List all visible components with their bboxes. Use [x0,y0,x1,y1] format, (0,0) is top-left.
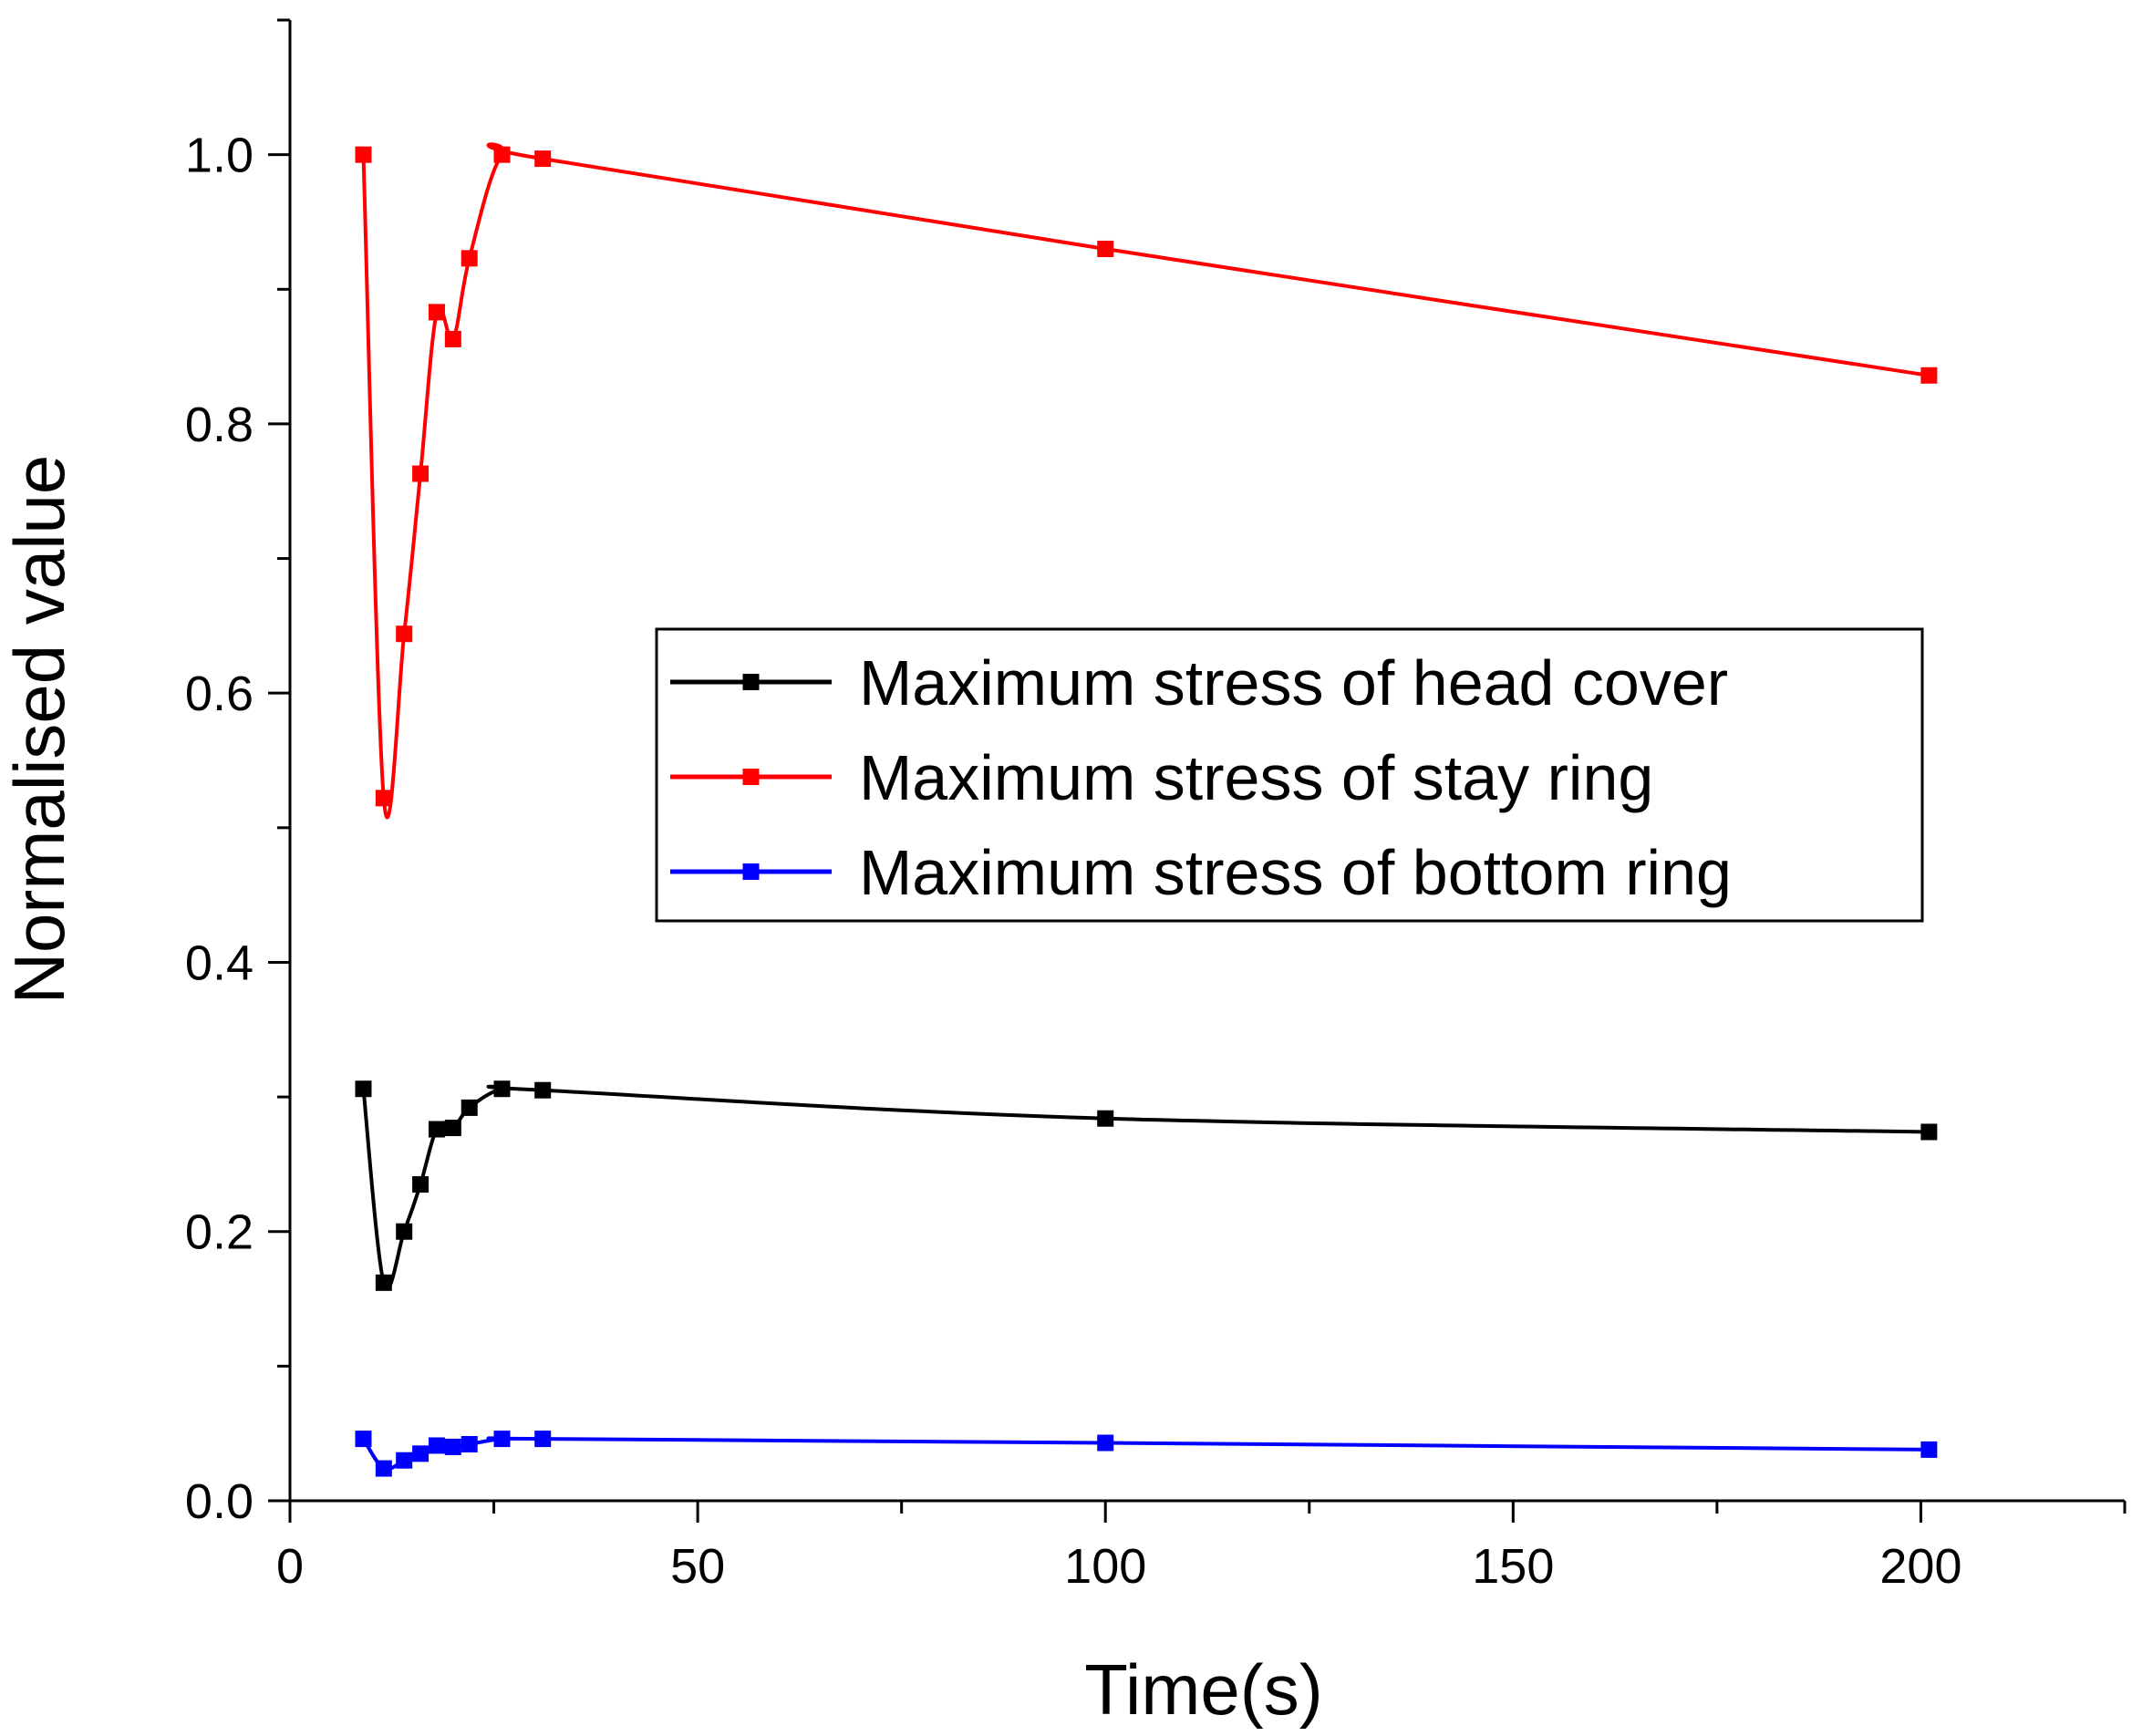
data-point-marker [412,1445,430,1462]
series-line [361,1436,1930,1472]
data-point-marker [534,1431,552,1448]
series-2 [355,142,1938,820]
legend-marker [742,863,760,880]
data-point-marker [461,1099,478,1116]
series-group [355,142,1938,1477]
data-point-marker [396,1223,413,1240]
legend-box [655,627,1924,923]
series-line [361,1084,1930,1290]
data-point-marker [444,330,461,347]
data-point-marker [355,146,372,163]
y-tick-label: 0.0 [185,1474,254,1529]
legend-label: Maximum stress of stay ring [859,742,1653,813]
y-tick-label: 0.4 [185,935,254,990]
y-tick-label: 0.8 [185,398,254,452]
data-point-marker [355,1080,372,1098]
data-point-marker [375,1460,392,1477]
data-point-marker [1920,1441,1938,1458]
x-tick-label: 100 [1064,1539,1146,1594]
y-tick-label: 0.2 [185,1205,254,1260]
data-point-marker [1097,1110,1114,1127]
data-point-marker [534,150,552,168]
y-tick-label: 0.6 [185,666,254,721]
data-point-marker [412,1176,430,1194]
x-axis-title: Time(s) [1084,1649,1322,1730]
x-tick-label: 200 [1879,1539,1961,1594]
data-point-marker [428,1437,445,1454]
data-point-marker [1920,1123,1938,1141]
legend-label: Maximum stress of bottom ring [859,837,1732,908]
legend-marker [742,674,760,690]
data-point-marker [534,1081,552,1099]
y-tick-label: 1.0 [185,129,254,183]
data-point-marker [493,1080,511,1098]
legend-item-1: Maximum stress of head cover [670,647,1728,718]
data-point-marker [1097,240,1114,257]
data-point-marker [396,1452,413,1469]
data-point-marker [428,304,445,321]
data-point-marker [375,790,392,807]
data-point-marker [355,1431,372,1448]
data-point-marker [1920,367,1938,384]
x-tick-label: 150 [1472,1539,1554,1594]
series-1 [355,1080,1938,1291]
data-point-marker [444,1120,461,1137]
data-point-marker [412,465,430,482]
legend-label: Maximum stress of head cover [859,647,1728,718]
data-point-marker [1097,1434,1114,1452]
y-axis-title: Normalised value [0,455,79,1005]
legend-item-2: Maximum stress of stay ring [670,742,1653,813]
data-point-marker [493,146,511,163]
data-point-marker [375,1274,392,1291]
x-tick-label: 50 [670,1539,725,1594]
axes: 0 50 100 150 200 0.0 0.2 0.4 0.6 0.8 1.0 [185,18,2127,1594]
legend-item-3: Maximum stress of bottom ring [670,837,1732,908]
legend-marker [742,769,760,785]
data-point-marker [461,1435,478,1452]
x-tick-label: 0 [276,1539,304,1594]
legend: Maximum stress of head cover Maximum stre… [655,627,1924,923]
data-point-marker [444,1438,461,1455]
data-point-marker [461,250,478,267]
series-3 [355,1431,1938,1477]
data-point-marker [396,625,413,643]
data-point-marker [428,1121,445,1138]
data-point-marker [493,1431,511,1448]
